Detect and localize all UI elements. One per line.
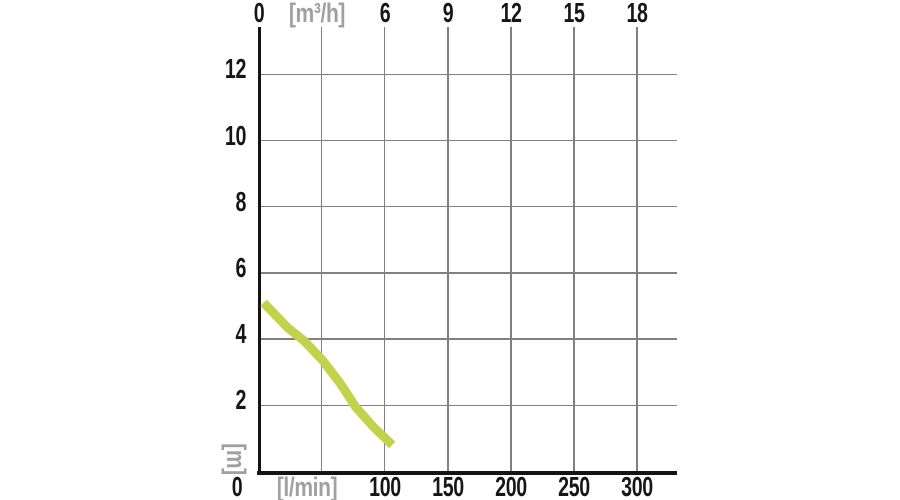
pump-curve bbox=[260, 299, 396, 449]
h-gridline bbox=[259, 73, 677, 75]
top-axis-tick-label: 12 bbox=[500, 0, 522, 28]
top-axis-tick-label: 0 bbox=[253, 0, 264, 28]
h-gridline bbox=[259, 338, 677, 340]
left-axis-tick-label: 10 bbox=[224, 119, 246, 151]
h-gridline bbox=[259, 139, 677, 142]
v-gridline bbox=[320, 27, 323, 472]
x-axis-line bbox=[256, 471, 677, 475]
bottom-axis-tick-label: 300 bbox=[621, 471, 653, 500]
v-gridline bbox=[510, 27, 512, 472]
left-axis-tick-label: 6 bbox=[235, 251, 246, 283]
v-gridline bbox=[447, 27, 449, 472]
h-gridline bbox=[259, 272, 677, 274]
left-axis-tick-label: 2 bbox=[235, 384, 246, 416]
bottom-axis-tick-label: 100 bbox=[368, 471, 401, 500]
top-axis-tick-label: 9 bbox=[442, 0, 454, 28]
v-gridline bbox=[636, 27, 638, 472]
origin-label: 0 bbox=[231, 471, 242, 500]
left-axis-tick-label: 8 bbox=[235, 185, 246, 217]
h-gridline bbox=[259, 404, 677, 406]
left-axis-tick-label: 12 bbox=[224, 53, 246, 85]
y-axis-line bbox=[257, 27, 262, 475]
left-axis-tick-label: 4 bbox=[235, 318, 246, 350]
bottom-axis-tick-label: 250 bbox=[558, 471, 590, 500]
h-gridline bbox=[259, 206, 677, 208]
top-axis-tick-label: 6 bbox=[379, 0, 390, 28]
top-axis-tick-label: 18 bbox=[626, 0, 648, 28]
v-gridline bbox=[573, 27, 575, 472]
bottom-axis-tick-label: 150 bbox=[431, 471, 464, 500]
v-gridline bbox=[383, 27, 386, 472]
bottom-axis-tick-label: 200 bbox=[495, 471, 527, 500]
bottom-axis-unit-label: [l/min] bbox=[276, 472, 338, 500]
top-axis-unit-label: [m³/h] bbox=[288, 0, 345, 28]
top-axis-tick-label: 15 bbox=[563, 0, 585, 28]
